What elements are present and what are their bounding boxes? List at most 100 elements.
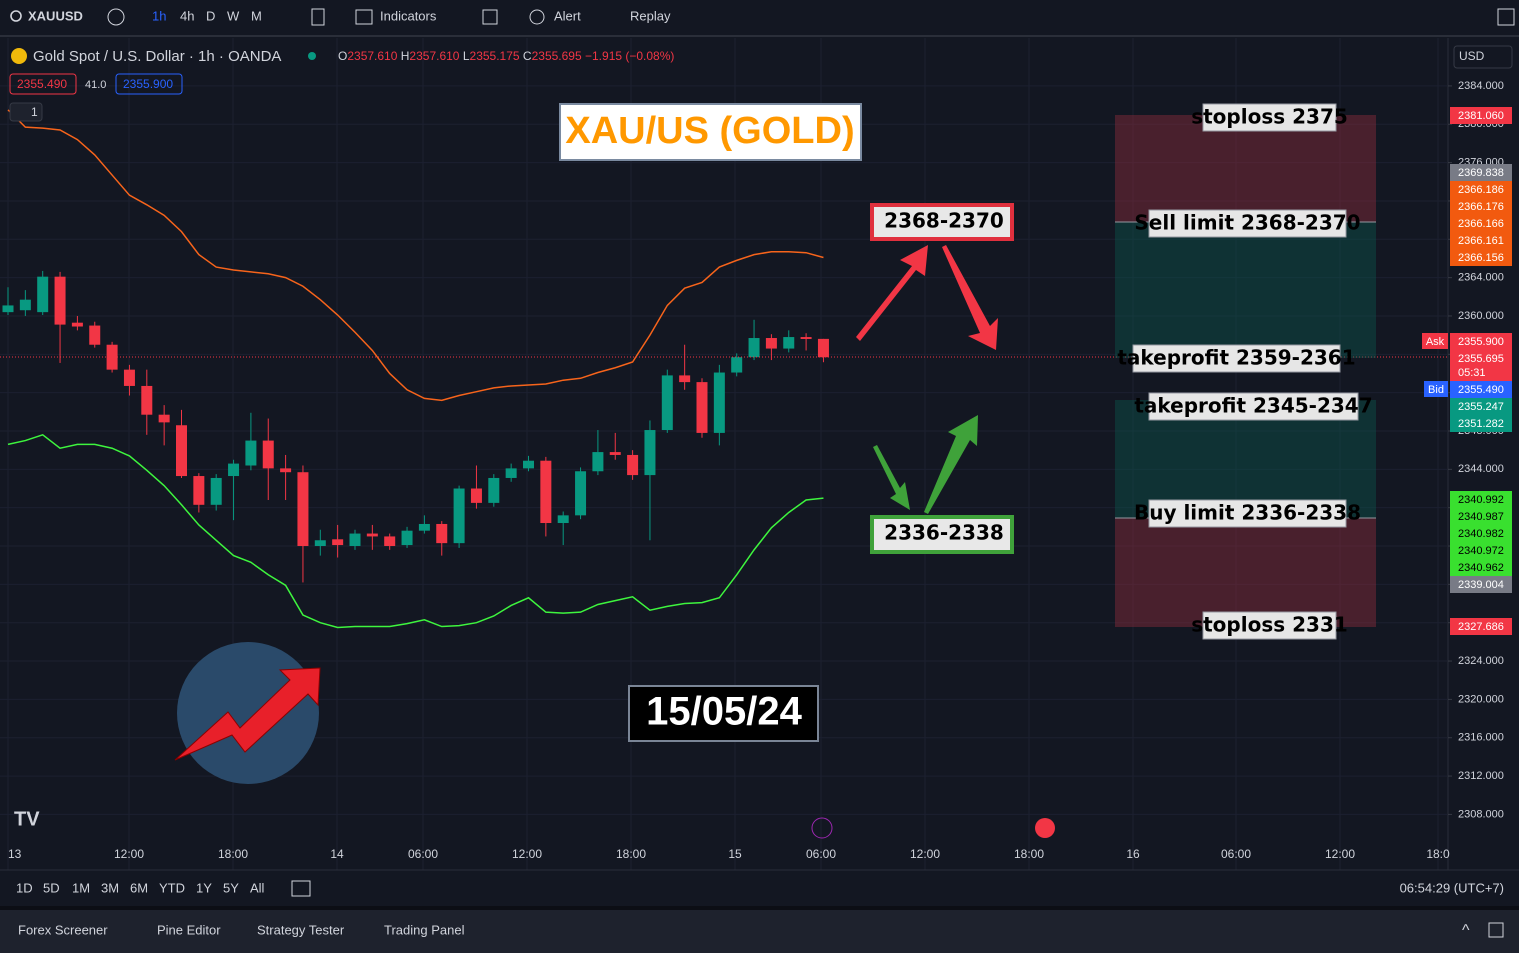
candle-body [731, 357, 743, 373]
indicators-icon[interactable] [355, 9, 373, 25]
candle-body [557, 515, 569, 524]
chart-type-icon[interactable] [311, 8, 325, 26]
x-tick-label: 12:00 [512, 847, 542, 861]
price-label-bg [1450, 164, 1512, 181]
candle-body [384, 536, 396, 547]
target-zone [1115, 222, 1376, 358]
range-button[interactable]: 1D [16, 880, 33, 895]
range-button[interactable]: All [250, 880, 265, 895]
price-label: 2366.176 [1458, 201, 1504, 213]
panel-tab[interactable]: Pine Editor [157, 922, 221, 937]
ask-tag-bg [1422, 333, 1448, 349]
fullscreen-icon[interactable] [1497, 8, 1515, 26]
interval[interactable]: W [227, 8, 240, 23]
candle-body [609, 452, 621, 455]
bid-price[interactable]: 2355.490 [17, 77, 67, 91]
layout-icon[interactable] [482, 9, 498, 25]
y-tick-label: 2308.000 [1458, 808, 1504, 820]
price-label-bg [1450, 107, 1512, 124]
toolbar: XAUUSD 1h 4h D W M Indicators Alert Repl… [0, 0, 1519, 37]
toolbar-bg [0, 0, 1519, 35]
range-button[interactable]: 5Y [223, 880, 239, 895]
event-icon[interactable] [811, 817, 833, 839]
ohlc-label: L [463, 49, 470, 63]
price-label-bg [1450, 333, 1512, 350]
x-tick-label: 15 [728, 847, 742, 861]
price-label: 2381.060 [1458, 110, 1504, 122]
collapse-count[interactable]: 1 [31, 105, 38, 119]
price-label: 2340.982 [1458, 528, 1504, 540]
candle-body [297, 472, 309, 547]
interval[interactable]: M [251, 8, 262, 23]
sell-zone-label: 2368-2370 [884, 209, 1004, 233]
symbol[interactable]: XAUUSD [28, 8, 83, 23]
zone-label: takeprofit 2345-2347 [1134, 394, 1372, 418]
interval[interactable]: 4h [180, 8, 194, 23]
collapse-button[interactable] [9, 102, 43, 122]
x-tick-label: 13 [8, 847, 22, 861]
candle-body [627, 454, 639, 476]
panel-tab[interactable]: Trading Panel [384, 922, 465, 937]
currency[interactable]: USD [1459, 49, 1485, 63]
interval[interactable]: D [206, 8, 215, 23]
add-symbol[interactable] [107, 8, 125, 26]
interval[interactable]: 1h [152, 8, 166, 23]
maximize-panel[interactable] [1488, 922, 1504, 938]
candle-body [817, 338, 829, 358]
candle-body [713, 372, 725, 433]
date-range-icon[interactable] [291, 880, 311, 897]
x-tick-label: 18:00 [218, 847, 248, 861]
zone-label-box [1202, 103, 1337, 132]
price-label-bg [1450, 381, 1512, 398]
arrow-down-red [942, 245, 998, 350]
candle-body [210, 477, 222, 505]
event-flag[interactable] [1035, 818, 1055, 838]
indicators-button[interactable]: Indicators [380, 8, 437, 23]
price-label: 2366.161 [1458, 235, 1504, 247]
zone-label-box [1148, 209, 1347, 238]
date-box [628, 685, 819, 742]
bottom-bar: 06:54:29 (UTC+7) ^ [0, 869, 1519, 953]
range-button[interactable]: 1M [72, 880, 90, 895]
replay-button[interactable]: Replay [630, 8, 671, 23]
candle-body [453, 488, 465, 544]
sell-box[interactable] [9, 73, 77, 95]
x-tick-label: 06:00 [1221, 847, 1251, 861]
arrow-up-green [924, 415, 978, 514]
collapse-panel[interactable]: ^ [1462, 922, 1470, 939]
ask-price[interactable]: 2355.900 [123, 77, 173, 91]
range-button[interactable]: 3M [101, 880, 119, 895]
buy-box[interactable] [115, 73, 183, 95]
candle-body [800, 337, 812, 339]
clock: 06:54:29 (UTC+7) [1400, 880, 1504, 895]
plot [0, 38, 1447, 870]
alert-button[interactable]: Alert [554, 8, 581, 23]
price-label: 2366.166 [1458, 218, 1504, 230]
search-icon[interactable] [10, 10, 22, 22]
range-button[interactable]: 1Y [196, 880, 212, 895]
y-tick-label: 2344.000 [1458, 463, 1504, 475]
panel-tab[interactable]: Strategy Tester [257, 922, 345, 937]
panel-tab[interactable]: Forex Screener [18, 922, 108, 937]
candle-body [748, 338, 760, 358]
spread: 41.0 [85, 79, 106, 91]
currency-button[interactable] [1453, 45, 1513, 69]
range-button[interactable]: 5D [43, 880, 60, 895]
date-annotation: 15/05/24 [646, 690, 802, 734]
price-label-bg [1450, 398, 1512, 415]
price-label-bg [1450, 542, 1512, 559]
range-button[interactable]: YTD [159, 880, 185, 895]
y-tick-label: 2384.000 [1458, 80, 1504, 92]
candle-body [523, 460, 534, 469]
price-label-bg [1450, 198, 1512, 215]
ohlc-value: 2355.175 [470, 49, 520, 63]
range-button[interactable]: 6M [130, 880, 148, 895]
candle-body [401, 530, 413, 546]
alert-icon[interactable] [529, 9, 545, 25]
bid-tag: Bid [1428, 384, 1444, 396]
buy-zone-label: 2336-2338 [884, 521, 1004, 545]
market-status [308, 52, 316, 60]
y-tick-label: 2320.000 [1458, 693, 1504, 705]
price-label: 2355.695 [1458, 353, 1504, 365]
